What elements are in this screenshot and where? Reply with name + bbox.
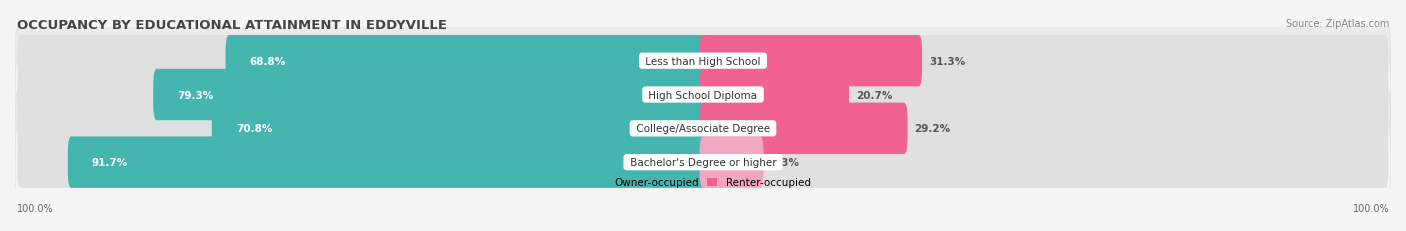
FancyBboxPatch shape [700,36,922,87]
Text: 20.7%: 20.7% [856,90,893,100]
Text: 79.3%: 79.3% [177,90,214,100]
FancyBboxPatch shape [15,86,1391,171]
Text: High School Diploma: High School Diploma [645,90,761,100]
FancyBboxPatch shape [15,53,1391,137]
Text: 29.2%: 29.2% [914,124,950,134]
FancyBboxPatch shape [706,137,1389,188]
FancyBboxPatch shape [15,120,1391,205]
FancyBboxPatch shape [225,36,706,87]
Text: Bachelor's Degree or higher: Bachelor's Degree or higher [627,158,779,167]
Text: Less than High School: Less than High School [643,56,763,66]
FancyBboxPatch shape [153,70,706,121]
Text: 8.3%: 8.3% [770,158,800,167]
Text: 100.0%: 100.0% [17,203,53,213]
FancyBboxPatch shape [15,19,1391,104]
Text: 68.8%: 68.8% [250,56,285,66]
FancyBboxPatch shape [17,137,700,188]
Text: 100.0%: 100.0% [1353,203,1389,213]
FancyBboxPatch shape [17,36,700,87]
FancyBboxPatch shape [700,137,763,188]
FancyBboxPatch shape [706,36,1389,87]
FancyBboxPatch shape [17,70,700,121]
FancyBboxPatch shape [706,70,1389,121]
Text: College/Associate Degree: College/Associate Degree [633,124,773,134]
Text: Source: ZipAtlas.com: Source: ZipAtlas.com [1285,18,1389,28]
Text: 91.7%: 91.7% [91,158,128,167]
FancyBboxPatch shape [700,70,849,121]
FancyBboxPatch shape [67,137,706,188]
Text: OCCUPANCY BY EDUCATIONAL ATTAINMENT IN EDDYVILLE: OCCUPANCY BY EDUCATIONAL ATTAINMENT IN E… [17,18,447,31]
FancyBboxPatch shape [700,103,908,154]
Text: 31.3%: 31.3% [929,56,966,66]
FancyBboxPatch shape [17,103,700,154]
FancyBboxPatch shape [212,103,706,154]
FancyBboxPatch shape [706,103,1389,154]
Text: 70.8%: 70.8% [236,124,273,134]
Legend: Owner-occupied, Renter-occupied: Owner-occupied, Renter-occupied [595,177,811,188]
